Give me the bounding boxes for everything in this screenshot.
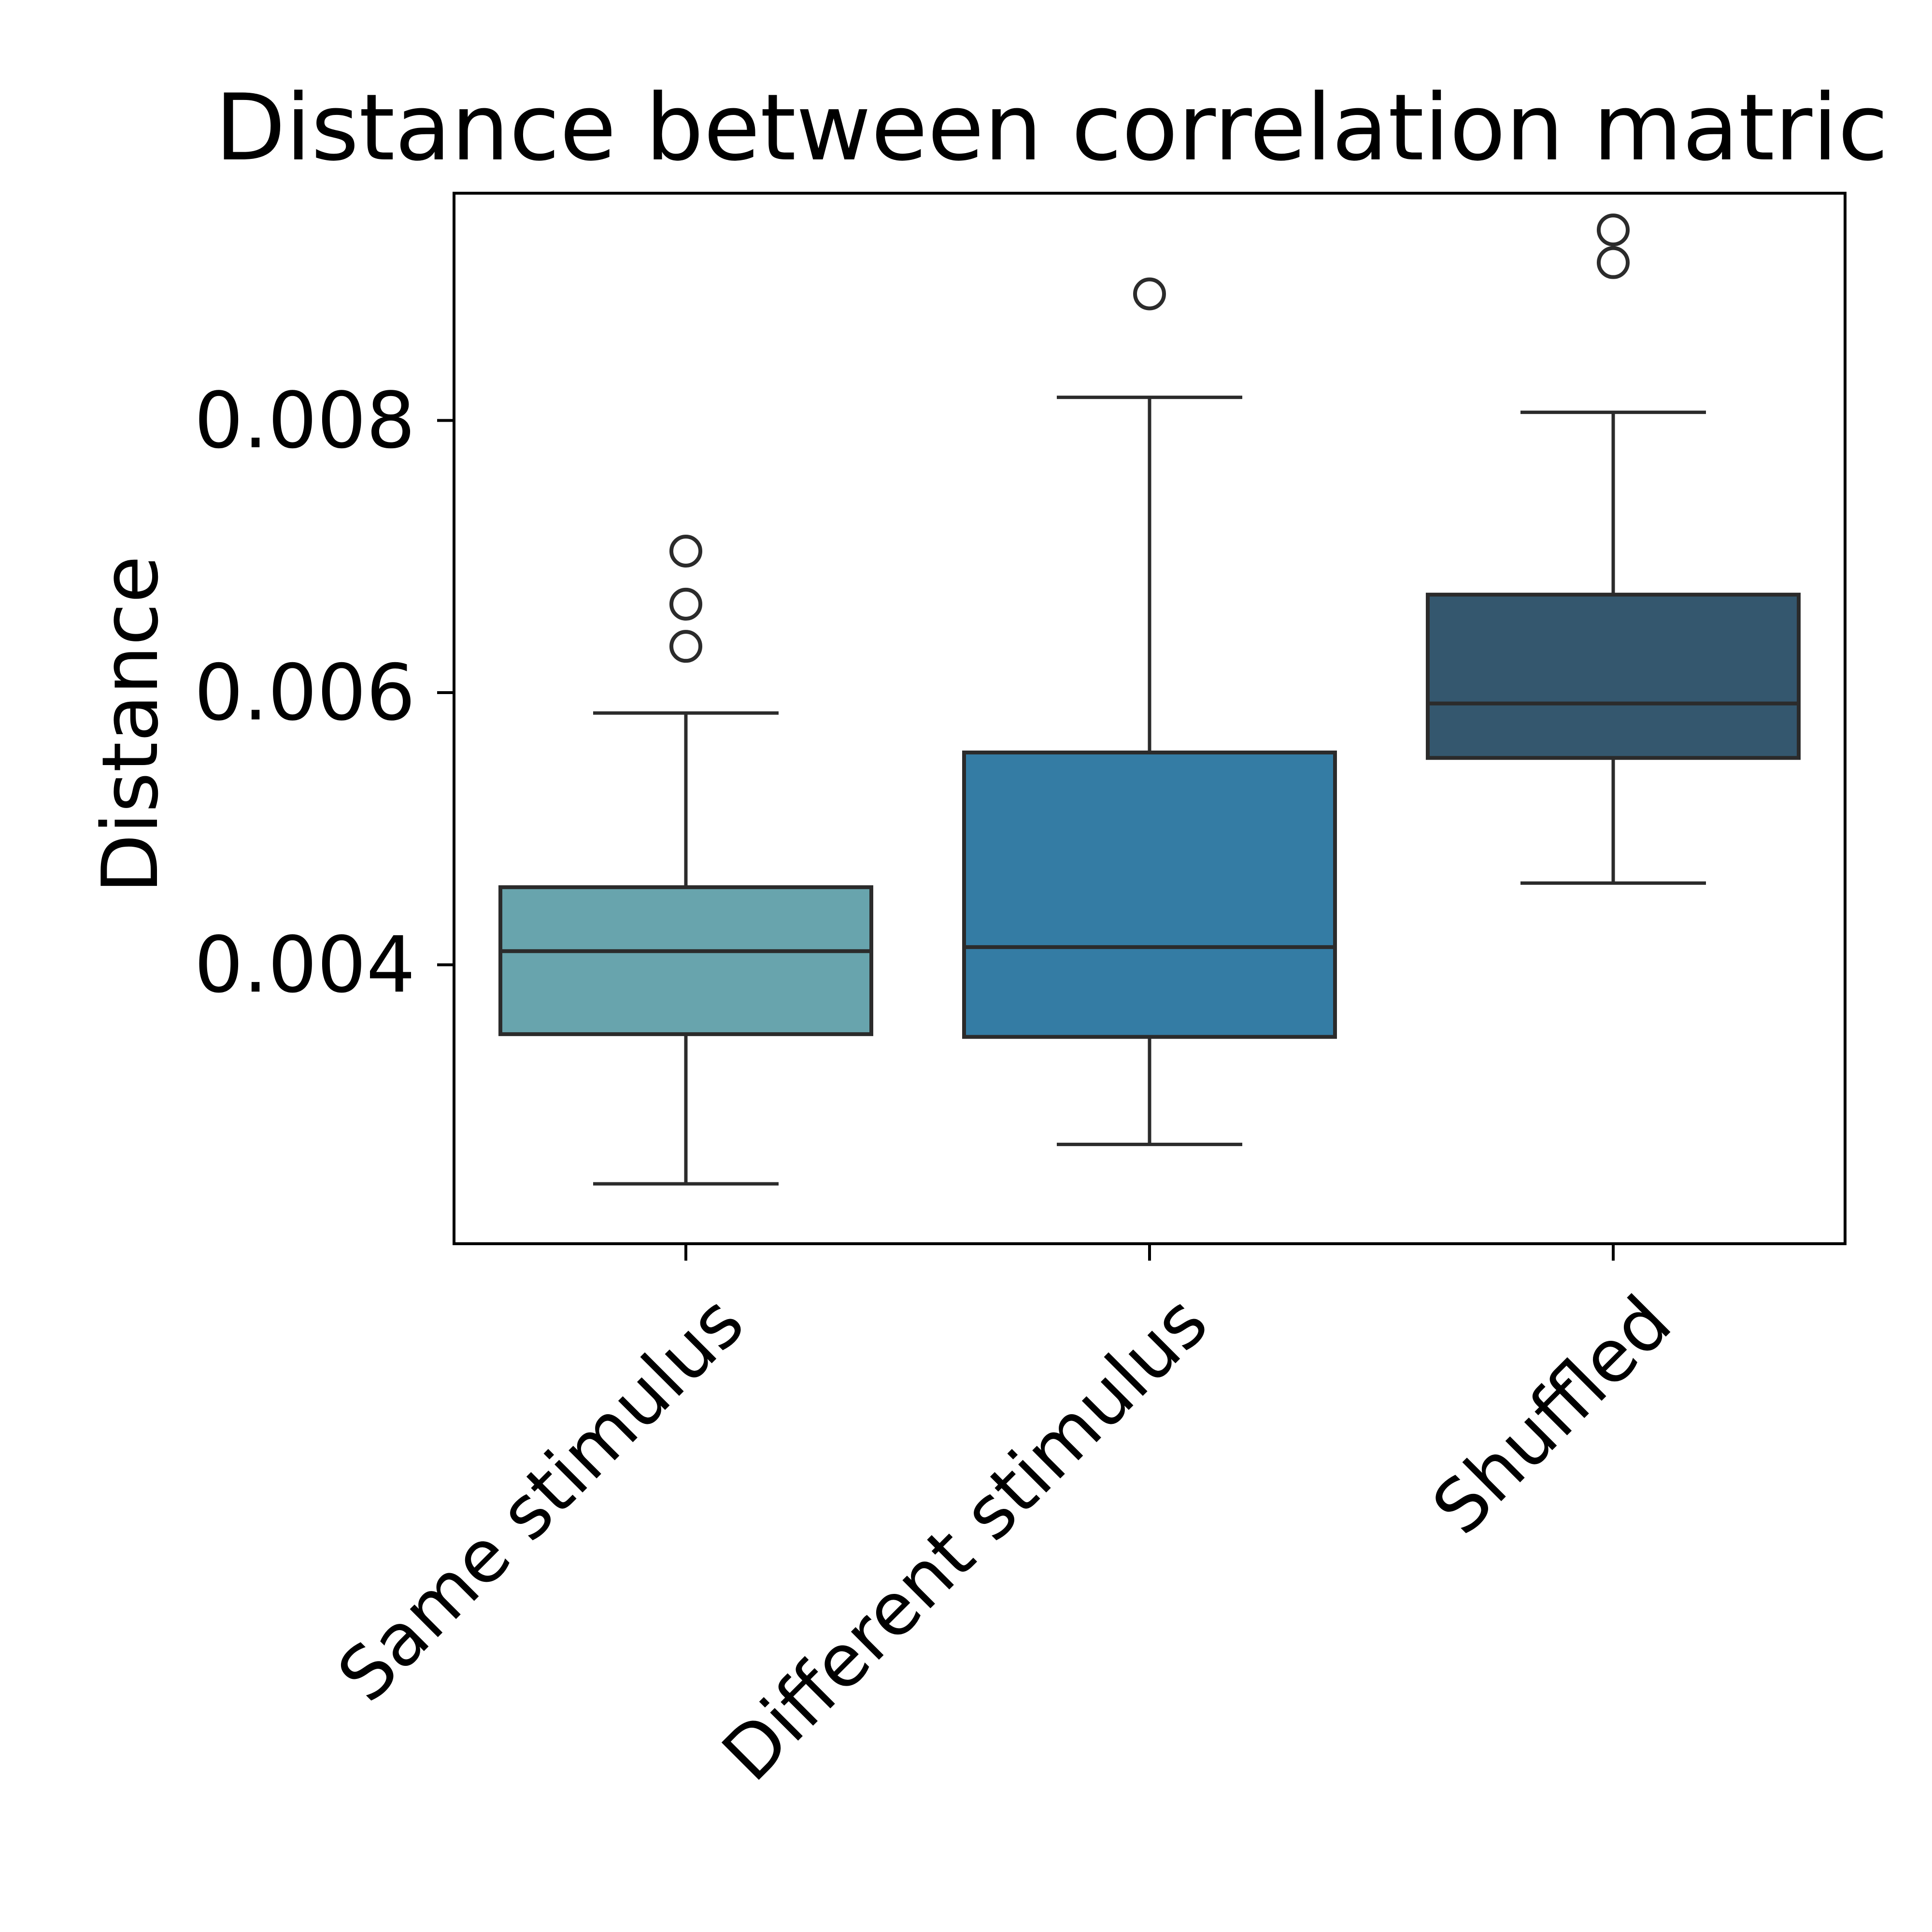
x-tick-label: Same stimulus [322,1280,760,1718]
outlier-point [669,630,702,663]
box-group-3 [1426,213,1801,885]
boxes-layer [498,213,1801,1186]
box-group-2 [962,277,1337,1146]
y-axis-ticks: 0.004 0.006 0.008 [194,375,454,1010]
x-tick-label: Shuffled [1417,1280,1688,1550]
y-tick-label: 0.004 [194,920,415,1010]
outlier-point [669,534,702,568]
outlier-point [669,587,702,621]
y-axis-label: Distance [85,555,175,894]
x-tick-label: Different stimulus [707,1280,1223,1797]
iqr-box [962,750,1337,1039]
outlier-point [1597,246,1630,279]
outlier-point [1597,213,1630,247]
plot-frame [453,192,1847,1245]
iqr-box [498,885,873,1037]
iqr-box [1426,593,1801,760]
box-group-1 [498,534,873,1186]
chart-title: Distance between correlation matric [215,74,1888,181]
y-tick-label: 0.006 [194,647,415,738]
y-tick-label: 0.008 [194,375,415,466]
outlier-point [1133,277,1166,311]
